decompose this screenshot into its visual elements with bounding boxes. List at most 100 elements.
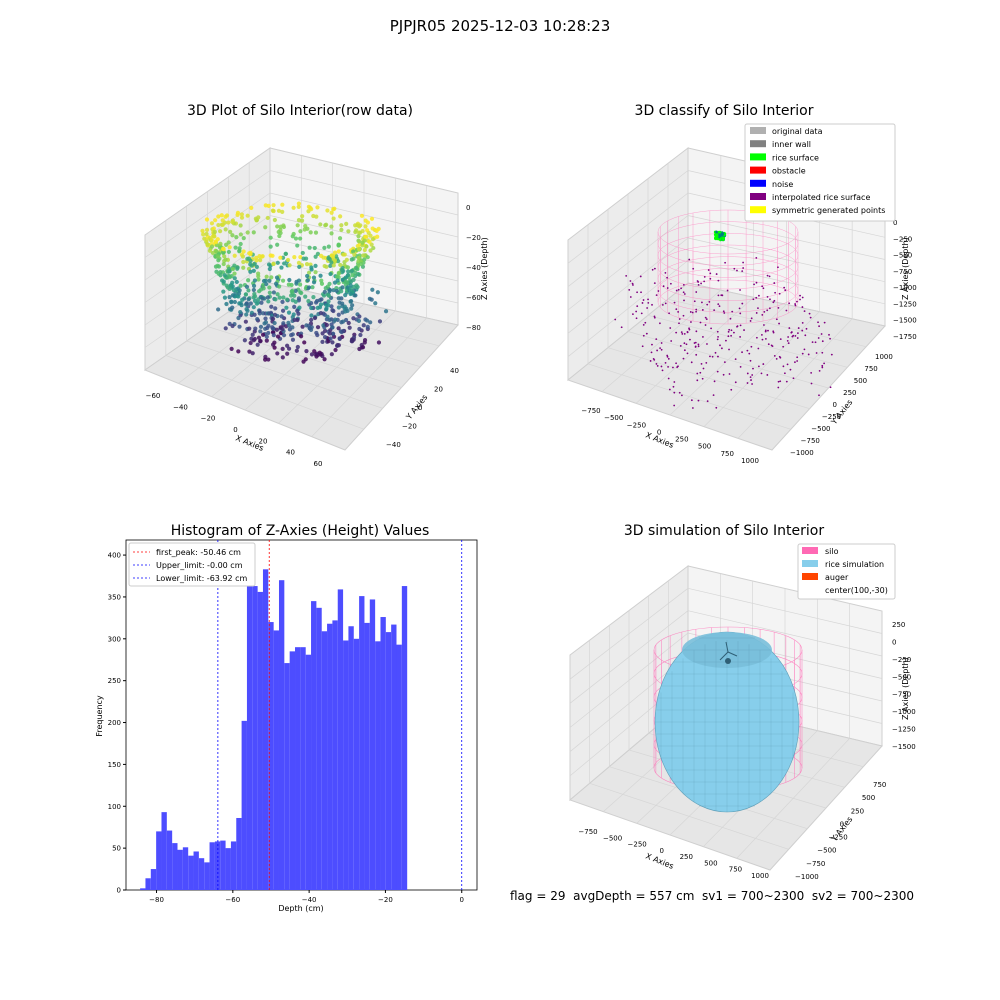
- interpolated-rice-point: [722, 310, 725, 313]
- raw-data-point: [209, 221, 215, 226]
- raw-data-point: [263, 316, 268, 321]
- interpolated-rice-point: [680, 394, 683, 397]
- interpolated-rice-point: [731, 310, 734, 313]
- raw-data-point: [223, 326, 228, 331]
- interpolated-rice-point: [697, 284, 700, 286]
- raw-data-point: [301, 359, 306, 364]
- raw-data-point: [338, 214, 343, 219]
- interpolated-rice-point: [777, 306, 780, 309]
- interpolated-rice-point: [716, 330, 719, 333]
- histogram-y-tick-label: 0: [117, 887, 121, 895]
- classify-z-tick-label: −750: [893, 268, 912, 276]
- raw-data-point: [223, 227, 228, 232]
- raw-data-point: [328, 271, 333, 277]
- raw-data-point: [254, 258, 259, 263]
- raw-y-tick-label: −20: [402, 423, 417, 431]
- raw-x-tick-label: −40: [173, 403, 188, 411]
- interpolated-rice-point: [726, 289, 729, 292]
- raw-data-point: [363, 224, 368, 229]
- histogram-bar: [396, 644, 402, 890]
- raw-data-point: [238, 313, 243, 318]
- interpolated-rice-point: [675, 289, 678, 292]
- raw-data-point: [249, 205, 254, 211]
- raw-data-point: [300, 214, 305, 219]
- classify-y-tick-label: 1000: [875, 353, 893, 361]
- classify-z-tick-label: −1250: [893, 300, 917, 308]
- histogram-bar: [369, 599, 376, 890]
- raw-data-point: [306, 270, 312, 275]
- raw-data-point: [356, 255, 361, 261]
- histogram-bar: [257, 591, 263, 890]
- raw-data-point: [364, 318, 370, 323]
- raw-data-point: [281, 224, 286, 230]
- interpolated-rice-point: [709, 272, 712, 275]
- classify-y-tick-label: 250: [843, 389, 856, 397]
- raw-data-point: [227, 295, 232, 300]
- classify-x-tick-label: 500: [698, 443, 711, 451]
- raw-data-point: [273, 297, 278, 302]
- raw-data-point: [318, 273, 323, 278]
- raw-data-point: [245, 308, 250, 313]
- rice-surface-point: [714, 237, 718, 241]
- interpolated-rice-point: [683, 342, 686, 345]
- interpolated-rice-point: [691, 407, 694, 409]
- classify-z-tick-label: −1750: [893, 333, 917, 341]
- raw-data-point: [357, 239, 362, 244]
- raw-data-point: [209, 237, 214, 243]
- interpolated-rice-point: [746, 382, 749, 384]
- raw-data-point: [324, 302, 329, 308]
- raw-data-point: [323, 286, 328, 291]
- raw-data-point: [309, 305, 314, 311]
- raw-data-point: [289, 333, 294, 338]
- interpolated-rice-point: [801, 352, 804, 355]
- raw-data-point: [314, 214, 319, 219]
- raw-data-point: [347, 325, 352, 330]
- interpolated-rice-point: [774, 291, 777, 294]
- raw-data-point: [246, 288, 251, 293]
- raw-data-point: [340, 265, 345, 271]
- raw-data-point: [291, 205, 296, 210]
- interpolated-rice-point: [670, 340, 673, 342]
- interpolated-rice-point: [662, 285, 665, 288]
- interpolated-rice-point: [796, 356, 799, 359]
- raw-data-point: [278, 255, 283, 260]
- interpolated-rice-point: [642, 323, 645, 326]
- interpolated-rice-point: [709, 355, 711, 358]
- interpolated-rice-point: [693, 342, 696, 344]
- classify-plot-title: 3D classify of Silo Interior: [634, 103, 814, 119]
- interpolated-rice-point: [724, 261, 727, 264]
- interpolated-rice-point: [695, 330, 698, 333]
- raw-data-point: [275, 242, 280, 247]
- raw-data-point: [241, 236, 246, 241]
- histogram-bar: [252, 586, 258, 890]
- raw-data-point: [230, 266, 236, 272]
- raw-data-point: [264, 274, 269, 279]
- simulation-legend-box: [797, 543, 896, 600]
- interpolated-rice-point: [809, 316, 812, 319]
- raw-data-point: [353, 293, 358, 298]
- histogram-bar: [337, 589, 344, 890]
- raw-z-tick-label: −60: [466, 294, 481, 302]
- raw-data-point: [221, 279, 226, 284]
- raw-data-point: [271, 333, 276, 338]
- raw-data-point: [313, 254, 318, 259]
- raw-data-point: [257, 309, 262, 314]
- raw-data-point: [243, 292, 249, 297]
- classify-x-tick-label: −750: [581, 407, 600, 415]
- raw-x-tick-label: −60: [146, 392, 161, 400]
- raw-data-point: [286, 282, 291, 287]
- raw-data-point: [334, 343, 340, 348]
- raw-data-point: [227, 269, 232, 274]
- interpolated-rice-point: [830, 353, 833, 356]
- raw-data-point: [258, 324, 264, 329]
- raw-data-point: [256, 300, 261, 305]
- raw-data-point: [260, 332, 266, 337]
- raw-data-point: [375, 234, 380, 239]
- raw-data-point: [280, 308, 286, 313]
- histogram-bar: [193, 851, 199, 890]
- interpolated-rice-point: [775, 318, 778, 321]
- interpolated-rice-point: [691, 311, 694, 314]
- interpolated-rice-point: [651, 303, 653, 306]
- raw-data-point: [297, 282, 303, 287]
- interpolated-rice-point: [614, 318, 617, 321]
